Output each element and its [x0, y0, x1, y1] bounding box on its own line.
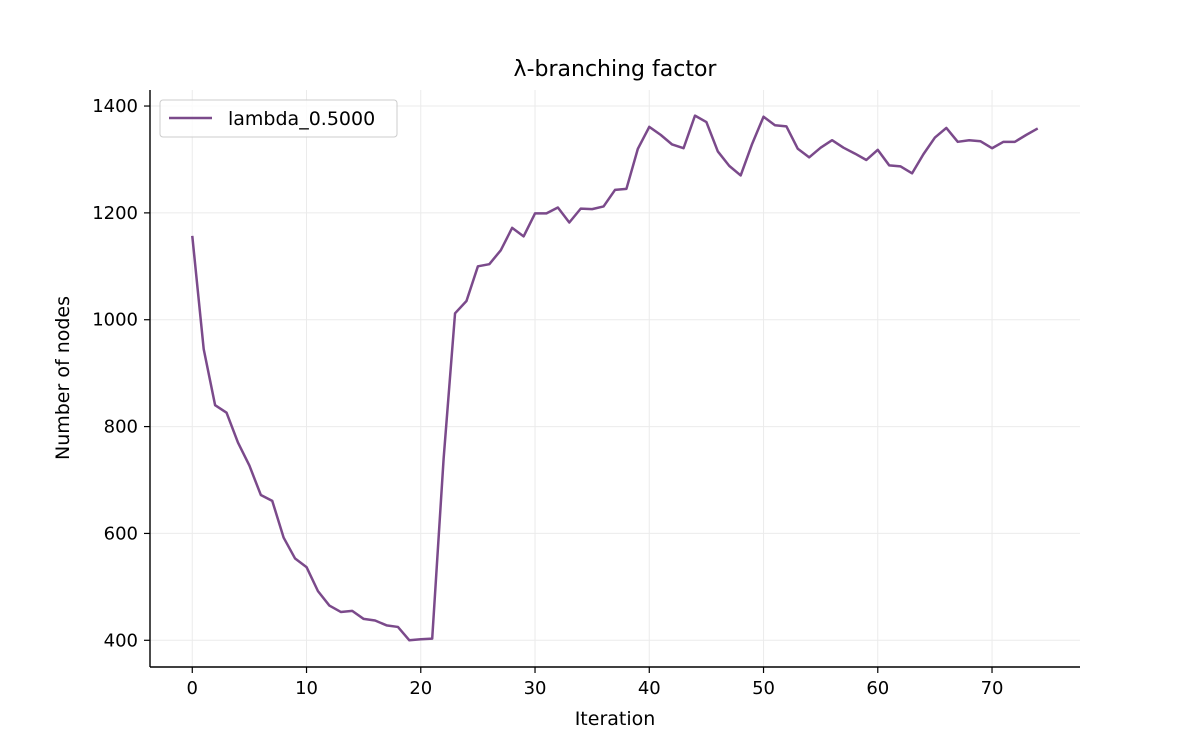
- y-tick-label: 800: [104, 417, 138, 438]
- series-line-lambda-0-5000: [191, 114, 1039, 642]
- y-tick-label: 600: [104, 523, 138, 544]
- grid: [150, 90, 1080, 667]
- legend-label: lambda_0.5000: [228, 108, 375, 130]
- y-tick-label: 400: [104, 630, 138, 651]
- y-tick-label: 1400: [92, 96, 138, 117]
- x-tick-label: 20: [409, 678, 432, 699]
- x-tick-label: 10: [295, 678, 318, 699]
- y-tick-label: 1000: [92, 310, 138, 331]
- x-tick-label: 30: [524, 678, 547, 699]
- chart-title: λ-branching factor: [514, 57, 718, 82]
- legend-box: [159, 99, 398, 138]
- y-axis-label: Number of nodes: [52, 296, 74, 460]
- x-tick-label: 50: [752, 678, 775, 699]
- x-tick-label: 70: [981, 678, 1004, 699]
- y-ticks: 400 600 800 1000 1200 1400: [92, 96, 150, 651]
- axes: [149, 90, 1080, 668]
- y-tick-label: 1200: [92, 203, 138, 224]
- x-tick-label: 0: [187, 678, 198, 699]
- x-ticks: 0 10 20 30 40 50 60 70: [187, 667, 1004, 699]
- x-tick-label: 40: [638, 678, 661, 699]
- legend: lambda_0.5000: [159, 99, 398, 138]
- x-axis-label: Iteration: [575, 708, 656, 730]
- x-tick-label: 60: [866, 678, 889, 699]
- series-layer: [191, 114, 1039, 642]
